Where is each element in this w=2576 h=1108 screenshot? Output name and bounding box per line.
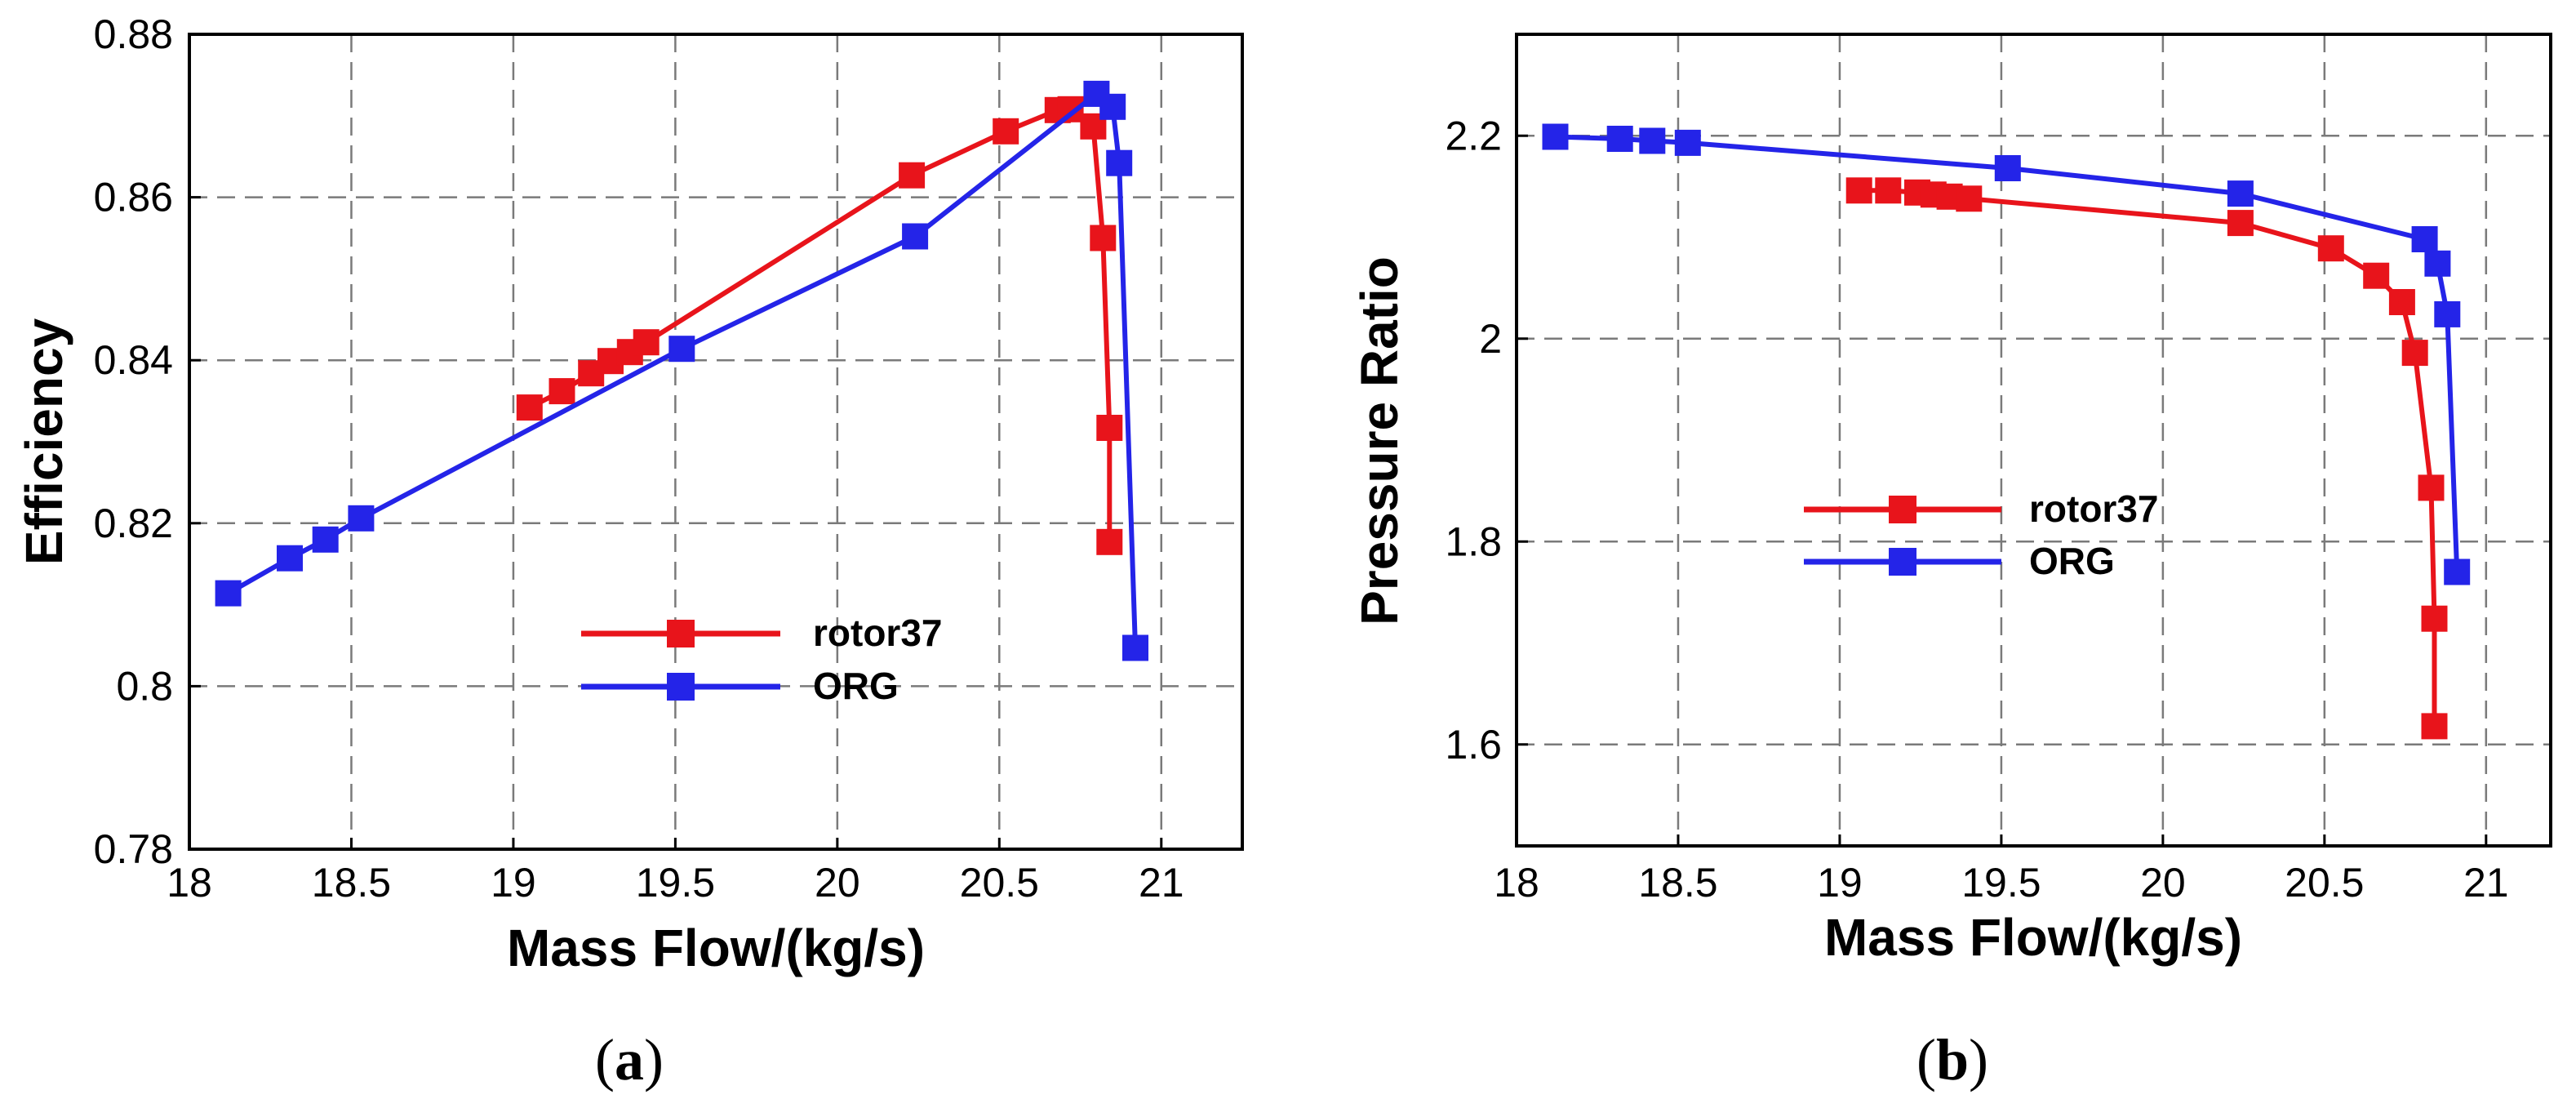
x-tick-label-b: 18	[1494, 860, 1539, 906]
data-point-rotor37-b	[2363, 262, 2390, 289]
x-axis-title-b: Mass Flow/(kg/s)	[1824, 908, 2242, 967]
data-point-rotor37-b	[2401, 340, 2428, 367]
data-point-org-a	[348, 505, 375, 532]
series-a	[215, 80, 1148, 661]
data-point-org-b	[1606, 126, 1633, 152]
x-tick-label-b: 21	[2463, 860, 2509, 906]
legend-marker-rotor37-a	[667, 620, 695, 647]
y-tick-label-b: 2	[1479, 316, 1502, 362]
data-point-rotor37-b	[2421, 713, 2448, 740]
data-point-org-b	[2434, 300, 2461, 327]
data-point-rotor37-b	[1875, 177, 1902, 204]
x-tick-label-a: 18.5	[312, 860, 391, 906]
y-tick-label-b: 1.8	[1445, 518, 1502, 564]
y-tick-label-a: 0.78	[94, 826, 173, 872]
data-point-org-a	[902, 223, 929, 250]
data-point-rotor37-b	[2388, 289, 2415, 315]
y-axis-title-b: Pressure Ratio	[1350, 256, 1409, 625]
y-tick-label-b: 1.6	[1445, 722, 1502, 768]
ticks-b	[1515, 134, 2488, 846]
data-point-org-a	[1122, 634, 1148, 661]
data-point-rotor37-b	[2421, 605, 2448, 632]
panel-label-b: (b)	[1916, 1027, 1988, 1092]
y-tick-label-b: 2.2	[1445, 113, 1502, 158]
y-tick-labels-a: 0.78 0.8 0.82 0.84 0.86 0.88	[94, 11, 173, 872]
chart-panel-a: 18 18.5 19 19.5 20 20.5 21 0.78 0.8 0.82 0.84 0.86…	[15, 11, 1244, 1092]
data-point-org-b	[2411, 226, 2438, 252]
y-tick-labels-b: 1.6 1.8 2 2.2	[1445, 113, 1502, 768]
x-tick-label-b: 19	[1817, 860, 1863, 906]
x-tick-label-a: 21	[1139, 860, 1184, 906]
x-tick-label-b: 20.5	[2285, 860, 2364, 906]
x-tick-label-b: 20	[2140, 860, 2186, 906]
data-point-rotor37-a	[516, 394, 543, 421]
x-axis-title-a: Mass Flow/(kg/s)	[507, 919, 925, 977]
data-point-org-b	[1542, 123, 1569, 150]
y-tick-label-a: 0.84	[94, 337, 173, 383]
data-point-org-a	[1099, 93, 1126, 120]
y-tick-label-a: 0.82	[94, 501, 173, 546]
x-tick-label-a: 18	[167, 860, 212, 906]
legend-marker-rotor37-b	[1889, 496, 1916, 523]
legend-b: rotor37 ORG	[1804, 487, 2158, 582]
ticks-a	[188, 33, 1163, 851]
x-tick-labels-a: 18 18.5 19 19.5 20 20.5 21	[167, 860, 1184, 906]
data-point-rotor37-b	[1845, 177, 1872, 204]
legend-a: rotor37 ORG	[581, 612, 942, 707]
data-point-rotor37-a	[1096, 528, 1123, 555]
x-tick-label-b: 19.5	[1961, 860, 2041, 906]
legend-label-org-a: ORG	[813, 665, 899, 707]
data-point-org-b	[2444, 558, 2471, 585]
series-rotor37-b	[1845, 177, 2448, 740]
y-tick-label-a: 0.8	[116, 663, 173, 709]
data-point-org-a	[215, 580, 242, 607]
data-point-rotor37-a	[1090, 225, 1117, 251]
data-point-rotor37-a	[993, 118, 1019, 145]
y-tick-label-a: 0.86	[94, 175, 173, 220]
plot-frame-b	[1515, 33, 2552, 848]
x-tick-label-b: 18.5	[1638, 860, 1717, 906]
series-rotor37-a	[516, 96, 1123, 555]
x-tick-label-a: 19	[491, 860, 536, 906]
data-point-rotor37-a	[549, 378, 575, 405]
series-org-b	[1542, 123, 2471, 585]
data-point-org-a	[277, 545, 303, 572]
y-tick-label-a: 0.88	[94, 11, 173, 57]
data-point-rotor37-b	[2317, 235, 2344, 262]
x-tick-label-a: 19.5	[636, 860, 715, 906]
x-tick-label-a: 20	[815, 860, 860, 906]
data-point-rotor37-b	[1956, 185, 1983, 212]
data-point-org-a	[312, 526, 339, 553]
series-line-org-a	[227, 91, 1138, 648]
legend-label-rotor37-b: rotor37	[2029, 487, 2158, 530]
legend-marker-org-b	[1889, 548, 1916, 576]
series-org-a	[215, 80, 1148, 661]
chart-panel-b: 18 18.5 19 19.5 20 20.5 21 1.6 1.8 2 2.2 rotor37 …	[1350, 33, 2552, 1092]
data-point-org-b	[1639, 127, 1666, 154]
series-b	[1542, 123, 2471, 740]
panel-label-a: (a)	[595, 1027, 664, 1092]
series-line-org-b	[1555, 134, 2460, 572]
data-point-org-b	[2227, 180, 2254, 207]
data-point-rotor37-b	[2418, 474, 2445, 501]
legend-label-rotor37-a: rotor37	[813, 612, 942, 654]
x-tick-label-a: 20.5	[960, 860, 1039, 906]
data-point-org-a	[1106, 149, 1133, 176]
data-point-rotor37-a	[633, 329, 660, 356]
data-point-rotor37-b	[2227, 210, 2254, 237]
data-point-rotor37-a	[1096, 415, 1123, 441]
data-point-org-b	[1994, 155, 2021, 181]
legend-marker-org-a	[667, 673, 695, 701]
plot-frame-a	[188, 33, 1244, 851]
data-point-rotor37-a	[899, 162, 926, 189]
x-tick-labels-b: 18 18.5 19 19.5 20 20.5 21	[1494, 860, 2508, 906]
y-axis-title-a: Efficiency	[15, 318, 73, 565]
data-point-org-b	[2424, 250, 2451, 277]
data-point-org-b	[1674, 129, 1701, 156]
grid-a	[189, 34, 1242, 849]
data-point-org-a	[668, 336, 695, 363]
legend-label-org-b: ORG	[2029, 540, 2115, 582]
